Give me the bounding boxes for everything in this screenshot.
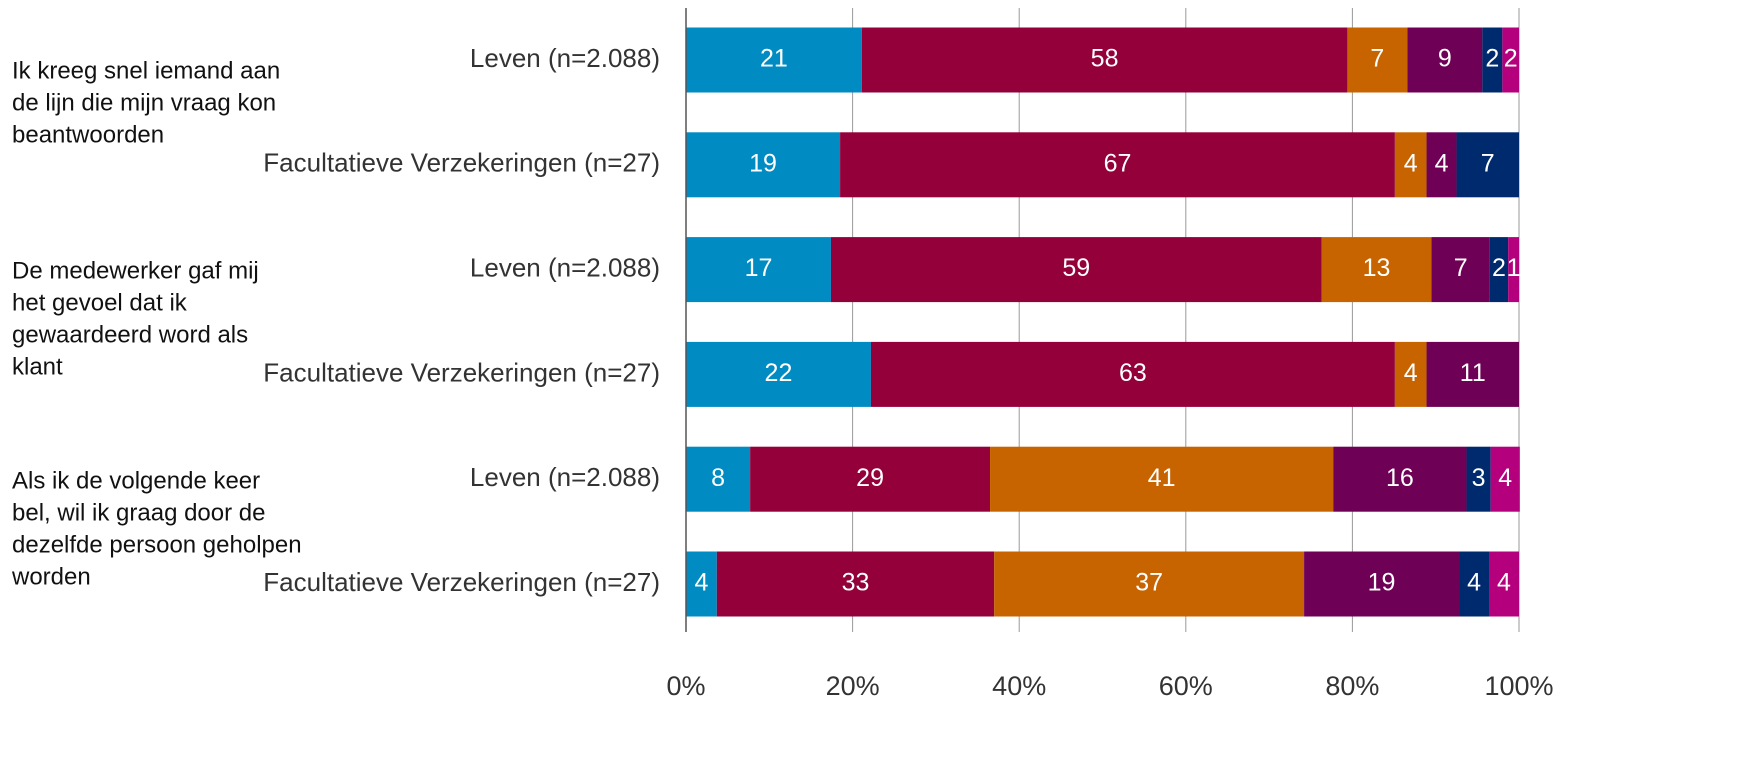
bar-segment (1489, 551, 1519, 617)
bar-segment (990, 446, 1334, 512)
bar-segment (1502, 27, 1519, 93)
data-label: 4 (1404, 149, 1418, 177)
bar-segment (750, 446, 991, 512)
bar-segment (1426, 132, 1457, 198)
bar-segment (861, 27, 1348, 93)
group-label: Als ik de volgende keer (12, 467, 260, 494)
data-label: 19 (749, 149, 777, 177)
data-label: 19 (1368, 569, 1396, 597)
group-label: dezelfde persoon geholpen (12, 531, 302, 558)
category-label: Leven (n=2.088) (470, 252, 660, 282)
data-label: 59 (1062, 254, 1090, 282)
bar-segment (1459, 551, 1490, 617)
bar-segment (686, 132, 841, 198)
category-label: Leven (n=2.088) (470, 43, 660, 73)
x-tick-label: 80% (1325, 671, 1379, 701)
group-label: klant (12, 353, 63, 380)
category-label: Leven (n=2.088) (470, 462, 660, 492)
group-label: Ik kreeg snel iemand aan (12, 57, 280, 84)
bar-segment (830, 237, 1322, 303)
data-label: 7 (1454, 254, 1468, 282)
bar-segment (686, 27, 862, 93)
bar-segment (1508, 237, 1519, 303)
category-label: Facultatieve Verzekeringen (n=27) (263, 357, 660, 387)
group-label: beantwoorden (12, 121, 164, 148)
bar-segment (1304, 551, 1460, 617)
bar-segment (686, 551, 717, 617)
data-label: 4 (1498, 464, 1512, 492)
data-label: 4 (694, 569, 708, 597)
data-label: 8 (711, 464, 725, 492)
data-label: 1 (1507, 254, 1521, 282)
bar-segment (716, 551, 995, 617)
bar-segment (1333, 446, 1467, 512)
group-label: bel, wil ik graag door de (12, 499, 265, 526)
bar-segment (686, 237, 831, 303)
category-label: Facultatieve Verzekeringen (n=27) (263, 567, 660, 597)
data-label: 2 (1504, 45, 1518, 73)
x-tick-label: 20% (826, 671, 880, 701)
data-label: 9 (1438, 45, 1452, 73)
data-label: 2 (1485, 45, 1499, 73)
data-label: 16 (1386, 464, 1414, 492)
bar-segment (1407, 27, 1483, 93)
data-label: 13 (1363, 254, 1391, 282)
data-label: 2 (1492, 254, 1506, 282)
bar-segment (686, 341, 871, 407)
bar-segment (1347, 27, 1408, 93)
data-label: 29 (856, 464, 884, 492)
data-label: 22 (765, 359, 793, 387)
bar-segment (1426, 341, 1519, 407)
x-tick-label: 0% (666, 671, 705, 701)
data-label: 33 (842, 569, 870, 597)
data-label: 7 (1481, 149, 1495, 177)
bar-segment (840, 132, 1395, 198)
x-tick-label: 60% (1159, 671, 1213, 701)
data-label: 41 (1148, 464, 1176, 492)
bar-segment (1431, 237, 1490, 303)
data-label: 17 (745, 254, 773, 282)
data-label: 11 (1460, 359, 1486, 387)
data-label: 67 (1104, 149, 1132, 177)
group-label: De medewerker gaf mij (12, 257, 259, 284)
category-label: Facultatieve Verzekeringen (n=27) (263, 148, 660, 178)
group-label: gewaardeerd word als (12, 321, 248, 348)
bar-segment (870, 341, 1395, 407)
bar-segment (1466, 446, 1491, 512)
x-tick-label: 40% (992, 671, 1046, 701)
data-label: 4 (1467, 569, 1481, 597)
data-label: 63 (1119, 359, 1147, 387)
bar-segment (1482, 27, 1503, 93)
data-label: 58 (1091, 45, 1119, 73)
bar-segment (1490, 446, 1520, 512)
bar-segment (1489, 237, 1509, 303)
bar-segment (1394, 341, 1427, 407)
bar-segment (686, 446, 751, 512)
x-tick-label: 100% (1484, 671, 1553, 701)
bar-segment (1456, 132, 1519, 198)
data-label: 3 (1472, 464, 1486, 492)
data-label: 7 (1370, 45, 1384, 73)
data-label: 4 (1497, 569, 1511, 597)
bar-segment (994, 551, 1305, 617)
data-label: 4 (1435, 149, 1449, 177)
bar-segment (1321, 237, 1432, 303)
group-label: de lijn die mijn vraag kon (12, 89, 276, 116)
group-label: worden (11, 563, 91, 590)
data-label: 4 (1404, 359, 1418, 387)
data-label: 37 (1135, 569, 1163, 597)
data-label: 21 (760, 45, 788, 73)
bar-segment (1394, 132, 1427, 198)
group-label: het gevoel dat ik (12, 289, 188, 316)
